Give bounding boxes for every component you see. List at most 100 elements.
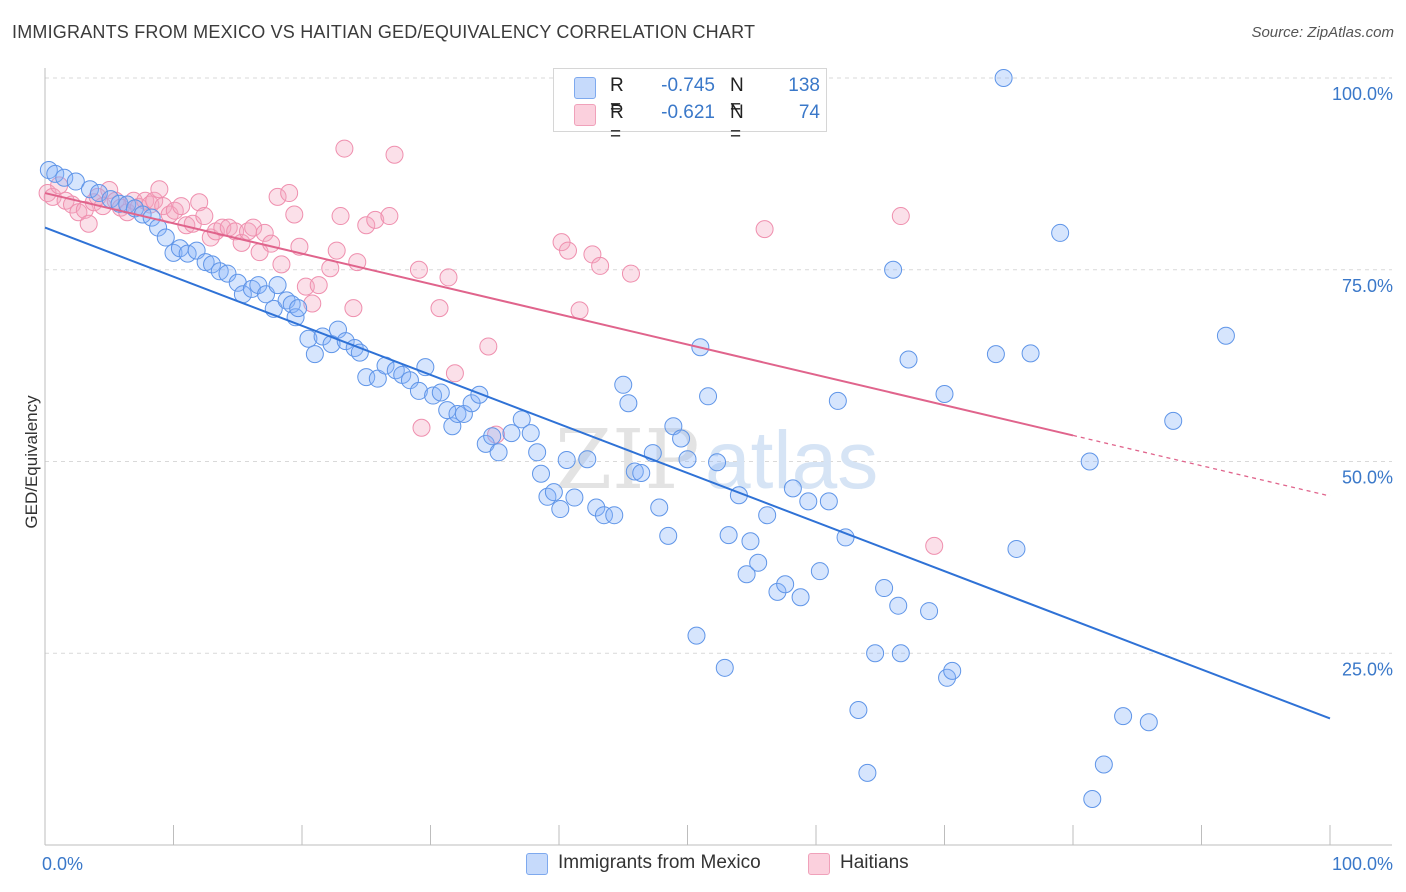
haitians-trend-line	[44, 192, 1074, 437]
mexico-point	[687, 626, 706, 645]
haitians-point	[409, 260, 428, 279]
mexico-point	[737, 565, 756, 584]
mexico-point	[156, 228, 175, 247]
legend-n-label: N =	[730, 75, 744, 118]
haitians-point	[430, 299, 449, 318]
haitians-point	[357, 216, 376, 235]
mexico-point	[80, 180, 99, 199]
haitians-point	[385, 145, 404, 164]
haitians-trend-extension	[1072, 434, 1331, 497]
haitians-point	[226, 222, 245, 241]
mexico-point	[758, 506, 777, 525]
legend-n-value-haitians: 74	[798, 102, 820, 123]
mexico-point	[799, 492, 818, 511]
mexico-point	[943, 661, 962, 680]
legend-swatch-mexico	[574, 77, 596, 99]
haitians-point	[280, 184, 299, 203]
haitians-point	[309, 276, 328, 295]
mexico-trend-line	[44, 226, 1331, 720]
mexico-point	[336, 332, 355, 351]
haitians-point	[591, 256, 610, 275]
mexico-point	[659, 526, 678, 545]
mexico-point	[632, 464, 651, 483]
mexico-point	[715, 658, 734, 677]
mexico-point	[551, 500, 570, 519]
legend-n-label: N =	[730, 102, 744, 145]
haitians-point	[79, 214, 98, 233]
mexico-point	[986, 345, 1005, 364]
mexico-point	[614, 375, 633, 394]
mexico-point	[1139, 713, 1158, 732]
mexico-point	[783, 479, 802, 498]
mexico-point	[164, 243, 183, 262]
mexico-point	[619, 394, 638, 413]
haitians-point	[303, 294, 322, 313]
haitians-point	[380, 207, 399, 226]
mexico-point	[268, 276, 287, 295]
mexico-point	[994, 69, 1013, 87]
y-tick-label: 75.0%	[1342, 276, 1393, 296]
mexico-point	[749, 553, 768, 572]
mexico-point	[1094, 755, 1113, 774]
mexico-point	[431, 383, 450, 402]
mexico-point	[512, 410, 531, 429]
haitians-point	[100, 180, 119, 199]
mexico-point	[1216, 326, 1235, 345]
mexico-point	[299, 329, 318, 348]
chart-title: IMMIGRANTS FROM MEXICO VS HAITIAN GED/EQ…	[12, 22, 756, 42]
mexico-point	[289, 299, 308, 318]
mexico-point	[699, 387, 718, 406]
mexico-point	[708, 453, 727, 472]
haitians-point	[570, 301, 589, 320]
haitians-point	[439, 268, 458, 287]
mexico-point	[875, 579, 894, 598]
mexico-point	[218, 264, 237, 283]
source-label: Source: ZipAtlas.com	[1251, 24, 1394, 41]
mexico-point	[483, 427, 502, 446]
bottom-legend-swatch-haitians	[808, 853, 830, 875]
y-tick-label: 100.0%	[1332, 84, 1393, 104]
mexico-point	[828, 391, 847, 410]
legend-r-value-haitians: -0.621	[661, 102, 715, 123]
y-tick-label: 50.0%	[1342, 468, 1393, 488]
x-tick-label: 0.0%	[42, 854, 83, 874]
haitians-point	[195, 207, 214, 226]
mexico-point	[357, 368, 376, 387]
y-tick-label: 25.0%	[1342, 659, 1393, 679]
haitians-point	[172, 197, 191, 216]
mexico-point	[249, 276, 268, 295]
mexico-point	[476, 434, 495, 453]
haitians-point	[479, 337, 498, 356]
mexico-point	[1051, 223, 1070, 242]
mexico-points	[39, 69, 1235, 808]
haitians-point	[621, 264, 640, 283]
haitians-point	[558, 241, 577, 260]
tick-labels: 100.0% 75.0% 50.0% 25.0% 0.0% 100.0%	[42, 84, 1393, 874]
trend-lines	[44, 192, 1331, 720]
mexico-point	[502, 424, 521, 443]
haitians-point	[190, 193, 209, 212]
mexico-point	[1080, 452, 1099, 471]
mexico-point	[741, 532, 760, 551]
bottom-legend-label-mexico: Immigrants from Mexico	[558, 852, 761, 873]
mexico-point	[891, 644, 910, 663]
mexico-point	[89, 184, 108, 203]
mexico-point	[587, 498, 606, 517]
mexico-point	[470, 385, 489, 404]
mexico-point	[409, 381, 428, 400]
haitians-point	[255, 223, 274, 242]
haitians-point	[150, 180, 169, 199]
haitians-point	[268, 187, 287, 206]
mexico-point	[605, 506, 624, 525]
mexico-point	[528, 443, 547, 462]
mexico-point	[1083, 789, 1102, 808]
mexico-point	[350, 343, 369, 362]
mexico-point	[819, 492, 838, 511]
haitians-point	[244, 218, 263, 237]
mexico-point	[1007, 539, 1026, 558]
haitians-point	[331, 207, 350, 226]
mexico-point	[899, 350, 918, 369]
mexico-point	[46, 164, 65, 183]
haitians-point	[445, 364, 464, 383]
mexico-point	[532, 464, 551, 483]
